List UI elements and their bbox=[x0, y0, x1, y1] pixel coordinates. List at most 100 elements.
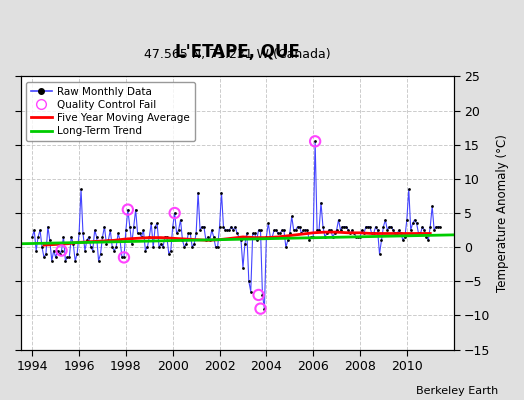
Point bbox=[129, 224, 138, 230]
Point bbox=[416, 230, 424, 237]
Point bbox=[92, 234, 101, 240]
Point bbox=[253, 237, 261, 244]
Point bbox=[91, 227, 99, 233]
Point bbox=[414, 230, 423, 237]
Point bbox=[177, 217, 185, 223]
Point bbox=[213, 244, 222, 250]
Point bbox=[430, 227, 439, 233]
Point bbox=[108, 244, 116, 250]
Point bbox=[372, 224, 380, 230]
Point bbox=[69, 240, 78, 247]
Point bbox=[169, 224, 177, 230]
Point bbox=[40, 254, 48, 260]
Point bbox=[381, 217, 389, 223]
Point bbox=[409, 220, 417, 226]
Point bbox=[315, 227, 323, 233]
Point bbox=[155, 244, 163, 250]
Point bbox=[219, 224, 227, 230]
Point bbox=[172, 230, 181, 237]
Point bbox=[270, 227, 278, 233]
Point bbox=[42, 251, 50, 257]
Point bbox=[73, 251, 81, 257]
Point bbox=[161, 234, 169, 240]
Point bbox=[321, 234, 329, 240]
Point bbox=[362, 224, 370, 230]
Point bbox=[364, 224, 372, 230]
Point bbox=[264, 220, 272, 226]
Point bbox=[356, 234, 364, 240]
Point bbox=[342, 224, 351, 230]
Point bbox=[165, 251, 173, 257]
Point bbox=[317, 200, 325, 206]
Point bbox=[289, 227, 298, 233]
Point bbox=[369, 230, 378, 237]
Point bbox=[350, 230, 358, 237]
Point bbox=[301, 227, 310, 233]
Point bbox=[436, 224, 444, 230]
Point bbox=[262, 234, 270, 240]
Point bbox=[79, 230, 87, 237]
Point bbox=[215, 224, 224, 230]
Point bbox=[243, 230, 251, 237]
Point bbox=[149, 244, 157, 250]
Point bbox=[28, 234, 37, 240]
Point bbox=[157, 240, 165, 247]
Point bbox=[434, 224, 442, 230]
Point bbox=[254, 227, 263, 233]
Point bbox=[405, 186, 413, 192]
Point bbox=[85, 234, 93, 240]
Point bbox=[204, 234, 212, 240]
Point bbox=[217, 189, 226, 196]
Point bbox=[124, 206, 132, 213]
Point bbox=[174, 227, 183, 233]
Point bbox=[192, 230, 200, 237]
Legend: Raw Monthly Data, Quality Control Fail, Five Year Moving Average, Long-Term Tren: Raw Monthly Data, Quality Control Fail, … bbox=[26, 82, 195, 142]
Point bbox=[323, 230, 331, 237]
Point bbox=[32, 247, 40, 254]
Point bbox=[75, 230, 83, 237]
Point bbox=[56, 251, 64, 257]
Point bbox=[331, 230, 339, 237]
Point bbox=[296, 224, 304, 230]
Point bbox=[162, 234, 171, 240]
Point bbox=[282, 244, 290, 250]
Text: Berkeley Earth: Berkeley Earth bbox=[416, 386, 498, 396]
Point bbox=[293, 224, 302, 230]
Point bbox=[387, 224, 396, 230]
Point bbox=[81, 247, 89, 254]
Point bbox=[256, 227, 265, 233]
Point bbox=[260, 306, 269, 312]
Point bbox=[276, 230, 284, 237]
Point bbox=[360, 230, 368, 237]
Y-axis label: Temperature Anomaly (°C): Temperature Anomaly (°C) bbox=[496, 134, 509, 292]
Point bbox=[280, 227, 288, 233]
Point bbox=[178, 237, 187, 244]
Point bbox=[71, 258, 79, 264]
Point bbox=[346, 230, 354, 237]
Point bbox=[59, 234, 68, 240]
Point bbox=[159, 244, 167, 250]
Point bbox=[247, 288, 255, 295]
Point bbox=[258, 292, 267, 298]
Point bbox=[235, 234, 243, 240]
Point bbox=[326, 227, 335, 233]
Point bbox=[303, 227, 312, 233]
Point bbox=[86, 244, 95, 250]
Point bbox=[102, 240, 111, 247]
Point bbox=[110, 247, 118, 254]
Point bbox=[377, 237, 386, 244]
Point bbox=[299, 227, 308, 233]
Point bbox=[141, 247, 149, 254]
Point bbox=[272, 227, 280, 233]
Point bbox=[167, 247, 175, 254]
Point bbox=[393, 230, 401, 237]
Point bbox=[61, 258, 70, 264]
Point bbox=[422, 234, 431, 240]
Point bbox=[410, 217, 419, 223]
Text: 47.565 N, 71.231 W (Canada): 47.565 N, 71.231 W (Canada) bbox=[144, 48, 331, 62]
Point bbox=[241, 240, 249, 247]
Point bbox=[266, 234, 275, 240]
Point bbox=[116, 237, 124, 244]
Point bbox=[120, 254, 128, 260]
Point bbox=[134, 230, 142, 237]
